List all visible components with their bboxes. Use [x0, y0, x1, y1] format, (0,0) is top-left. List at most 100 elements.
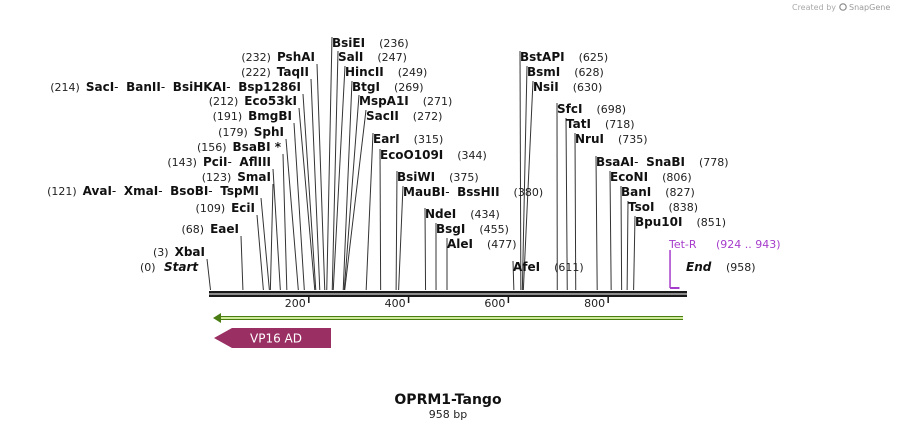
enzyme-name: BsgI — [436, 222, 465, 236]
enzyme-name: NruI — [575, 132, 604, 146]
site-label-hincii[interactable]: HincII (249) — [345, 65, 427, 79]
cut-line — [272, 168, 281, 291]
cut-position: (630) — [573, 81, 603, 94]
enzyme-name: BmgBI — [248, 109, 292, 123]
site-label-bsgi[interactable]: BsgI (455) — [436, 222, 509, 236]
site-label-ecii[interactable]: EciI (109) — [196, 201, 255, 215]
credit-brand: SnapGene — [849, 3, 890, 12]
enzyme-name: PshAI — [277, 50, 315, 64]
cut-line — [626, 200, 629, 291]
end-pos: (958) — [726, 261, 756, 274]
cut-line — [332, 65, 346, 291]
site-label-tati[interactable]: TatI (718) — [566, 117, 635, 131]
cut-line — [522, 80, 534, 291]
cut-position: (806) — [662, 171, 692, 184]
site-label-nrui[interactable]: NruI (735) — [575, 132, 648, 146]
site-label-nsii[interactable]: NsiI (630) — [533, 80, 602, 94]
cut-position: (156) — [197, 141, 227, 154]
site-label-alei[interactable]: AleI (477) — [447, 237, 517, 251]
cut-line — [302, 93, 317, 291]
site-label-sali[interactable]: SalI (247) — [338, 50, 407, 64]
tick-label: 800 — [584, 297, 605, 310]
feature-vp16-ad-label: VP16 AD — [250, 332, 302, 346]
cut-line — [316, 63, 326, 291]
cut-position: (214) — [50, 81, 80, 94]
cut-lines — [206, 36, 636, 291]
cut-position: (123) — [202, 171, 232, 184]
enzyme-name: Eco53kI — [244, 94, 297, 108]
enzyme-name: BstAPI — [520, 50, 565, 64]
site-label-maubi[interactable]: MauBI - BssHII (380) — [403, 185, 543, 199]
cut-position: (628) — [574, 66, 604, 79]
label-separator: - — [227, 155, 231, 169]
cut-position: (68) — [182, 223, 205, 236]
enzyme-name: BsaAI — [596, 155, 634, 169]
tick-label: 200 — [285, 297, 306, 310]
site-label-ecoo109i[interactable]: EcoO109I (344) — [380, 148, 487, 162]
site-label-bstapi[interactable]: BstAPI (625) — [520, 50, 608, 64]
cut-position: (3) — [153, 246, 169, 259]
site-label-ndei[interactable]: NdeI (434) — [425, 207, 500, 221]
enzyme-name: BsiEI — [332, 36, 365, 50]
enzyme-name: MspA1I — [359, 94, 409, 108]
enzyme-name: SacII — [366, 109, 399, 123]
site-label-eari[interactable]: EarI (315) — [373, 132, 443, 146]
feature-tet-r-name: Tet-R — [668, 238, 697, 251]
feature-tet-r[interactable] — [669, 250, 680, 289]
feature-vp16-ad[interactable]: VP16 AD — [214, 328, 331, 348]
site-label-xbai[interactable]: XbaI (3) — [153, 245, 205, 259]
site-label-bsmi[interactable]: BsmI (628) — [527, 65, 604, 79]
site-label-btgi[interactable]: BtgI (269) — [352, 80, 424, 94]
site-label-sphi[interactable]: SphI (179) — [218, 125, 284, 139]
site-label-avai[interactable]: TspMI - BsoBI - XmaI - AvaI (121) — [47, 184, 259, 198]
label-separator: - — [114, 80, 118, 94]
site-label-taqii[interactable]: TaqII (222) — [241, 65, 309, 79]
site-label-eco53ki[interactable]: Eco53kI (212) — [209, 94, 297, 108]
site-label-mspa1i[interactable]: MspA1I (271) — [359, 94, 452, 108]
start-label: Start — [164, 260, 199, 274]
site-label-econi[interactable]: EcoNI (806) — [610, 170, 692, 184]
site-label-pcii[interactable]: AflIII - PciI (143) — [167, 155, 271, 169]
cut-position: (735) — [618, 133, 648, 146]
site-label-bsabi[interactable]: BsaBI * (156) — [197, 140, 282, 154]
site-label-bsaai[interactable]: BsaAI - SnaBI (778) — [596, 155, 729, 169]
cut-position: (315) — [414, 133, 444, 146]
enzyme-name: SmaI — [237, 170, 271, 184]
enzyme-name: SalI — [338, 50, 363, 64]
cut-line — [342, 80, 353, 291]
feature-tet-r-range: (924 .. 943) — [716, 238, 781, 251]
site-label-bsiei[interactable]: BsiEI (236) — [332, 36, 409, 50]
site-label-bani[interactable]: BanI (827) — [621, 185, 695, 199]
site-label-pshai[interactable]: PshAI (232) — [241, 50, 315, 64]
enzyme-name: AflIII — [239, 155, 271, 169]
site-label-bmgbi[interactable]: BmgBI (191) — [213, 109, 292, 123]
cut-position: (698) — [596, 103, 626, 116]
site-label-smai[interactable]: SmaI (123) — [202, 170, 271, 184]
cut-line — [519, 50, 522, 291]
site-label-bsiwi[interactable]: BsiWI (375) — [397, 170, 479, 184]
tick-label: 400 — [385, 297, 406, 310]
enzyme-name: BsiHKAI — [173, 80, 227, 94]
site-label-afei[interactable]: AfeI (611) — [513, 260, 584, 274]
site-label-bpu10i[interactable]: Bpu10I (851) — [635, 215, 726, 229]
cut-line — [282, 153, 288, 291]
cut-position: (778) — [699, 156, 729, 169]
site-label-saci[interactable]: Bsp1286I - BsiHKAI - BanII - SacI (214) — [50, 80, 301, 94]
cut-line — [285, 138, 299, 291]
site-label-sacii[interactable]: SacII (272) — [366, 109, 442, 123]
site-label-tsoi[interactable]: TsoI (838) — [628, 200, 698, 214]
cut-line — [609, 170, 612, 291]
cut-position: (236) — [379, 37, 409, 50]
site-label-sfci[interactable]: SfcI (698) — [557, 102, 626, 116]
cut-position: (718) — [605, 118, 635, 131]
label-separator: - — [112, 184, 116, 198]
cut-position: (191) — [213, 110, 243, 123]
enzyme-name: Bpu10I — [635, 215, 682, 229]
green-direction-arrow[interactable] — [213, 313, 683, 323]
cut-line — [331, 50, 339, 291]
cut-line — [206, 258, 211, 291]
site-label-eaei[interactable]: EaeI (68) — [182, 222, 239, 236]
cut-line — [310, 78, 321, 291]
cut-line — [620, 185, 623, 291]
cut-line — [326, 36, 333, 291]
